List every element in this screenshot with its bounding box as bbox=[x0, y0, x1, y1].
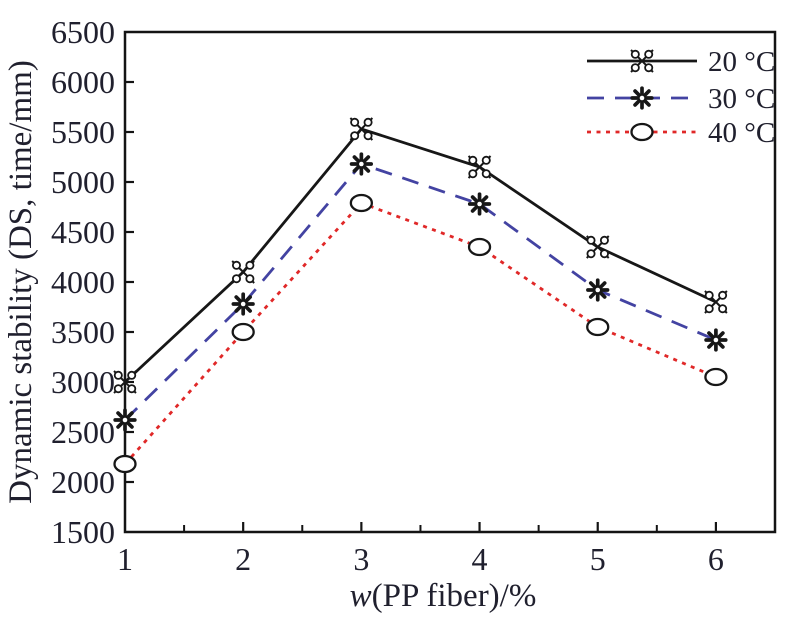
series-markers-20C bbox=[113, 117, 728, 394]
marker-open-ellipse bbox=[586, 317, 610, 337]
legend-entry-40C: 40 °C bbox=[587, 117, 775, 149]
y-axis-title: Dynamic stability (DS, time/mm) bbox=[3, 60, 39, 504]
y-tick-label: 6000 bbox=[51, 64, 115, 100]
x-tick-label: 6 bbox=[708, 541, 724, 577]
marker-asterisk-circles bbox=[113, 370, 137, 394]
x-axis-title-symbol: w bbox=[350, 578, 372, 614]
legend-label: 30 °C bbox=[708, 83, 775, 115]
legend-entry-30C: 30 °C bbox=[587, 83, 775, 115]
marker-snowflake bbox=[113, 408, 137, 432]
y-tick-label: 5500 bbox=[51, 114, 115, 150]
series-line-30C bbox=[124, 162, 717, 421]
marker-open-ellipse bbox=[467, 237, 492, 257]
y-tick-label: 3500 bbox=[51, 314, 115, 350]
marker-snowflake bbox=[467, 192, 492, 216]
x-tick-label: 3 bbox=[353, 541, 369, 577]
y-tick-label: 2500 bbox=[51, 414, 115, 450]
legend-label: 40 °C bbox=[708, 117, 775, 149]
marker-snowflake bbox=[630, 86, 654, 110]
marker-snowflake bbox=[704, 328, 728, 352]
y-tick-label: 5000 bbox=[51, 164, 115, 200]
marker-asterisk-circles bbox=[231, 260, 255, 284]
marker-asterisk-circles bbox=[586, 235, 610, 259]
y-tick-label: 3000 bbox=[51, 364, 115, 400]
marker-open-ellipse bbox=[113, 454, 137, 474]
legend-label: 20 °C bbox=[708, 46, 775, 78]
legend: 20 °C 30 °C40 °C bbox=[587, 46, 775, 149]
x-tick-label: 5 bbox=[590, 541, 606, 577]
series-markers-40C bbox=[113, 193, 728, 474]
x-axis-title: w(PP fiber)/% bbox=[350, 578, 537, 614]
marker-snowflake bbox=[586, 278, 610, 302]
x-tick-label: 4 bbox=[472, 541, 488, 577]
x-tick-label: 1 bbox=[117, 541, 133, 577]
marker-open-ellipse bbox=[349, 193, 374, 213]
marker-snowflake bbox=[231, 292, 255, 316]
y-tick-label: 4000 bbox=[51, 264, 115, 300]
marker-asterisk-circles bbox=[467, 155, 492, 179]
marker-asterisk-circles bbox=[704, 290, 728, 314]
marker-open-ellipse bbox=[704, 367, 728, 387]
plot-frame bbox=[123, 30, 777, 534]
y-tick-label: 2000 bbox=[51, 464, 115, 500]
marker-open-ellipse bbox=[630, 122, 654, 142]
marker-asterisk-circles bbox=[630, 49, 654, 73]
y-tick-label: 6500 bbox=[51, 14, 115, 50]
legend-entry-20C: 20 °C bbox=[587, 46, 775, 78]
x-tick-label: 2 bbox=[235, 541, 251, 577]
marker-open-ellipse bbox=[231, 322, 255, 342]
chart-plot-area: 1500 2000 2500 3000 3500 4000 4500 5000 5500 6000… bbox=[51, 14, 777, 577]
series-markers-30C bbox=[113, 152, 728, 432]
x-axis-title-rest: (PP fiber)/% bbox=[372, 578, 537, 614]
marker-asterisk-circles bbox=[349, 117, 374, 141]
y-tick-label: 4500 bbox=[51, 214, 115, 250]
series-line-20C bbox=[124, 127, 717, 384]
marker-snowflake bbox=[349, 152, 374, 176]
y-tick-label: 1500 bbox=[51, 514, 115, 550]
